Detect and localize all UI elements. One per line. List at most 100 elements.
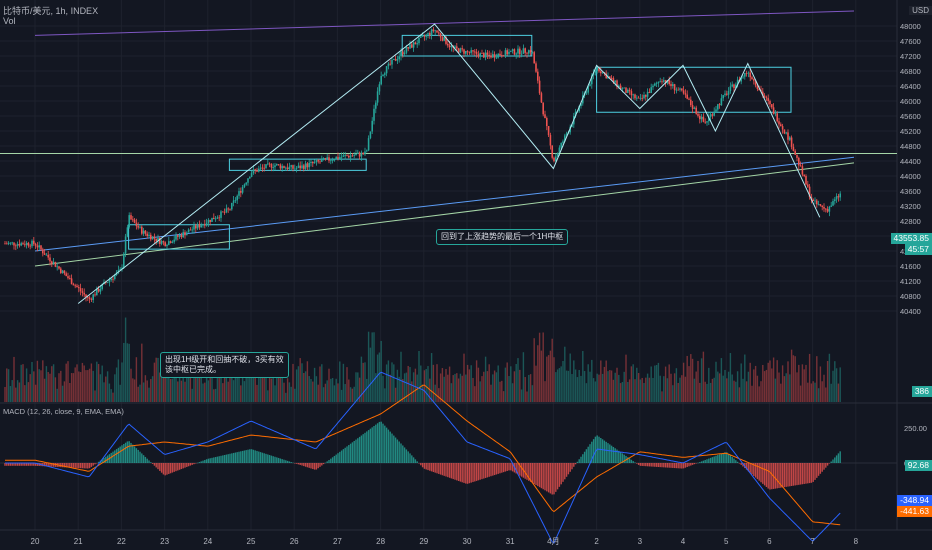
macd-histogram-bar [547,463,550,493]
candle-body [324,157,327,159]
macd-histogram-bar [52,463,55,467]
candle-body [376,91,379,103]
volume-bar [661,391,663,402]
candle-body [20,243,22,246]
volume-bar [546,356,548,402]
volume-bar [339,361,341,402]
macd-histogram-bar [621,453,624,463]
volume-bar [128,343,130,402]
macd-histogram-bar [646,463,649,467]
volume-bar [61,385,64,402]
annotation-lower[interactable]: 出现1H级开和回抽不破，3买有效 该中枢已完成。 [160,352,289,378]
volume-bar [697,360,699,402]
volume-bar [101,365,103,402]
macd-histogram-bar [693,463,696,465]
time-tick-label: 24 [203,537,212,546]
volume-bar [690,354,692,402]
macd-histogram-bar [340,450,343,463]
macd-histogram-bar [493,463,496,476]
candle-body [151,236,154,240]
candle-body [256,169,258,172]
macd-histogram-bar [821,463,823,472]
macd-histogram-bar [31,463,33,466]
candle-body [297,165,300,168]
candle-body [308,162,310,168]
candle-body [465,50,467,54]
volume-bar [376,354,379,402]
volume-bar [24,385,26,402]
candle-body [261,167,264,169]
volume-bar [240,385,242,402]
volume-bar [211,375,213,402]
macd-histogram-bar [150,462,152,463]
price-tick-label: 40800 [900,292,921,301]
candle-body [360,152,363,157]
candle-body [18,243,21,246]
volume-bar [358,377,361,402]
macd-histogram-bar [202,460,204,463]
macd-histogram-bar [292,462,294,464]
volume-bar [524,377,526,402]
candle-body [515,53,517,55]
macd-histogram-bar [655,463,658,467]
candle-body [285,167,287,169]
volume-bar [357,372,359,402]
candle-body [47,254,49,258]
price-tick-label: 43600 [900,187,921,196]
candle-body [609,76,611,78]
macd-histogram-bar [214,457,217,463]
volume-bar [249,372,251,402]
macd-histogram-bar [583,451,586,463]
macd-histogram-bar [528,463,530,481]
macd-histogram-bar [535,463,537,486]
volume-bar [335,378,337,402]
volume-bar [643,382,645,402]
macd-histogram-bar [789,463,791,487]
candle-body [387,63,390,67]
volume-bar [713,377,715,402]
volume-bar [826,361,829,402]
candle-body [335,156,337,160]
time-tick-label: 29 [419,537,428,546]
volume-bar [277,374,280,402]
volume-bar [6,368,8,402]
volume-bar [36,360,39,402]
candle-body [700,116,703,120]
annotation-upper[interactable]: 回到了上涨趋势的最后一个1H中枢 [436,229,569,245]
candle-body [429,32,431,36]
volume-bar [639,379,642,402]
macd-histogram-bar [232,452,235,463]
volume-bar [385,364,388,402]
volume-bar [504,367,507,402]
volume-bar [718,373,721,402]
macd-histogram-bar [321,463,323,466]
volume-bar [632,364,634,402]
volume-bar [398,376,400,402]
volume-bar [799,385,802,402]
macd-histogram-bar [261,452,264,463]
macd-histogram-bar [157,463,159,470]
candle-body [785,132,787,134]
candle-body [672,84,674,87]
volume-bar [753,369,755,402]
volume-bar [727,371,730,402]
candle-body [430,29,433,36]
volume-bar [670,373,672,402]
macd-histogram-bar [54,463,57,467]
candle-body [711,114,714,116]
candle-body [457,48,460,53]
macd-histogram-bar [420,463,422,466]
macd-histogram-bar [76,463,78,468]
macd-histogram-bar [180,463,183,470]
macd-histogram-bar [65,463,67,468]
symbol-exchange: INDEX [70,6,99,16]
volume-bar [461,375,463,402]
volume-bar [263,372,265,402]
macd-histogram-bar [787,463,789,487]
macd-histogram-bar [177,463,179,471]
volume-bar [186,372,188,402]
volume-bar [391,362,393,402]
volume-bar [348,379,350,402]
macd-histogram-bar [510,463,512,471]
